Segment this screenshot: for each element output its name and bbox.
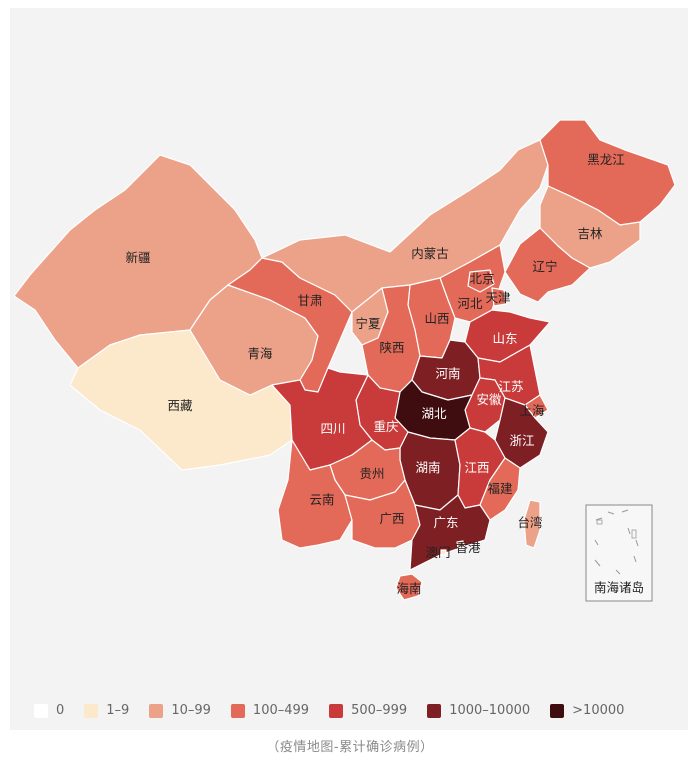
province-label: 海南: [396, 581, 421, 596]
region-xianggang[interactable]: [456, 540, 466, 549]
province-label: 香港: [455, 540, 481, 555]
legend-label: 1000–10000: [449, 703, 531, 718]
province-label: 江西: [464, 460, 489, 475]
legend-item[interactable]: 1000–10000: [427, 703, 530, 718]
province-label: 广西: [379, 511, 404, 526]
province-label: 安徽: [476, 392, 502, 407]
province-label: 澳门: [425, 545, 450, 560]
province-label: 福建: [487, 481, 513, 496]
legend-swatch: [329, 703, 344, 718]
region-tianjin[interactable]: [491, 287, 507, 307]
province-label: 山西: [424, 311, 449, 326]
province-label: 山东: [492, 331, 517, 346]
province-label: 四川: [320, 421, 345, 436]
legend-swatch: [149, 703, 164, 718]
legend-swatch: [230, 703, 245, 718]
legend-item[interactable]: 1–9: [84, 703, 129, 718]
province-label: 湖北: [421, 406, 447, 421]
legend-label: 10–99: [171, 703, 211, 718]
region-fujian[interactable]: [479, 457, 521, 521]
region-neimenggu[interactable]: [261, 139, 549, 313]
province-label: 西藏: [167, 398, 193, 413]
province-label: 湖南: [415, 460, 440, 475]
province-label: 河北: [457, 296, 483, 311]
province-label: 台湾: [517, 515, 542, 530]
legend-item[interactable]: 0: [34, 703, 64, 718]
legend-item[interactable]: 100–499: [230, 703, 310, 718]
province-label: 天津: [485, 290, 510, 305]
province-label: 广东: [433, 515, 458, 530]
province-label: 内蒙古: [411, 246, 449, 261]
province-label: 黑龙江: [587, 152, 625, 167]
province-label: 吉林: [577, 226, 603, 241]
province-label: 辽宁: [532, 259, 557, 274]
south-china-sea-inset: 南海诸岛: [585, 504, 653, 602]
legend-item[interactable]: 500–999: [329, 703, 407, 718]
province-label: 江苏: [498, 379, 523, 394]
legend-item[interactable]: 10–99: [149, 703, 211, 718]
province-label: 河南: [435, 366, 460, 381]
legend-swatch: [84, 703, 99, 718]
province-label: 上海: [519, 403, 545, 418]
province-label: 新疆: [125, 250, 150, 265]
legend-label: 100–499: [252, 703, 310, 718]
province-label: 宁夏: [355, 316, 381, 331]
legend-swatch: [427, 703, 442, 718]
region-guangdong[interactable]: [409, 494, 491, 571]
south-china-sea-label: 南海诸岛: [594, 580, 644, 595]
legend-label: 500–999: [351, 703, 408, 718]
legend-label: >10000: [572, 703, 625, 718]
province-label: 重庆: [373, 419, 399, 434]
legend-item[interactable]: >10000: [550, 703, 624, 718]
region-liaoning[interactable]: [504, 227, 591, 303]
region-beijing[interactable]: [467, 269, 495, 293]
province-label: 浙江: [509, 433, 534, 448]
map-panel: 南海诸岛 新疆西藏 青海 甘肃 内蒙古宁夏陕西 山西 河北 北京天津 辽宁 吉林 黑龙江山东河南江…: [10, 8, 688, 730]
legend-swatch: [34, 703, 48, 718]
province-label: 甘肃: [297, 293, 322, 308]
province-label: 北京: [469, 271, 494, 286]
region-hainan[interactable]: [395, 573, 423, 601]
legend: 0 1–9 10–99 100–499 500–999 1000–10000 >10000: [34, 703, 624, 718]
legend-label: 1–9: [106, 703, 130, 718]
region-aomen[interactable]: [440, 549, 447, 556]
legend-swatch: [550, 703, 565, 718]
province-label: 青海: [247, 346, 273, 361]
province-label: 云南: [309, 492, 334, 507]
legend-label: 0: [56, 703, 65, 718]
region-yunnan[interactable]: [277, 439, 353, 549]
map-caption: （疫情地图-累计确诊病例）: [266, 740, 434, 755]
region-taiwan[interactable]: [523, 499, 541, 549]
province-label: 贵州: [359, 466, 384, 481]
province-label: 陕西: [379, 340, 404, 355]
